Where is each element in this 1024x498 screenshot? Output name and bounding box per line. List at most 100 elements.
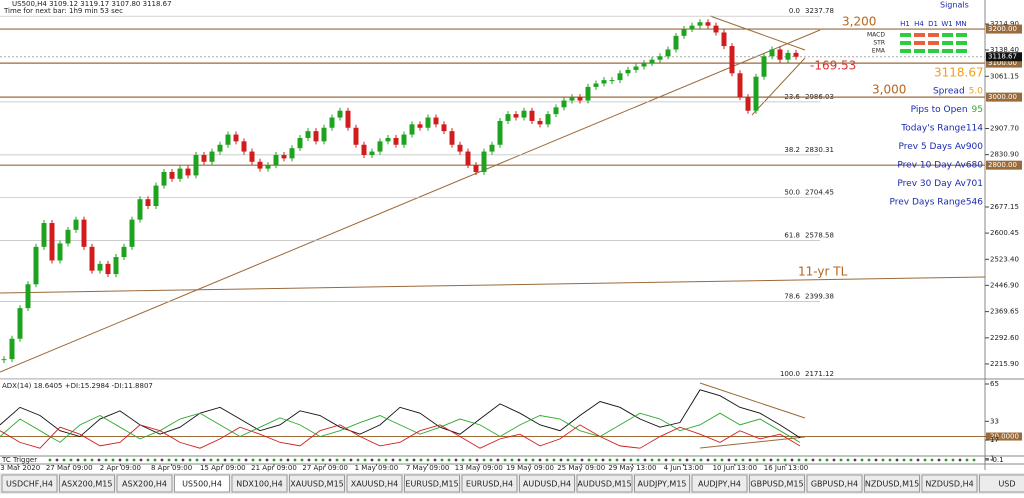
candle — [346, 111, 351, 128]
tab-label[interactable]: GBPUSD,M15 — [750, 480, 803, 489]
signal-row: MACD — [867, 32, 885, 39]
candle — [442, 124, 447, 131]
signal-cell — [942, 33, 953, 37]
y-tick-label: 3061.15 — [990, 72, 1019, 80]
tab-label[interactable]: GBPUSD,H4 — [811, 480, 858, 489]
tab-label[interactable]: XAUUSD,M15 — [290, 480, 344, 489]
trigger-dot — [588, 459, 591, 462]
trigger-dot — [490, 459, 493, 462]
y-tick-label: 2907.70 — [990, 125, 1019, 133]
candle — [634, 66, 639, 69]
trigger-dot — [700, 459, 703, 462]
candle — [250, 152, 255, 162]
fib-value: 2830.31 — [805, 146, 834, 154]
candle — [666, 49, 671, 56]
y-tick-label: -0.1 — [990, 456, 1004, 464]
trigger-dot — [777, 459, 780, 462]
annotation: 3118.67 — [934, 66, 984, 80]
trigger-dot — [518, 459, 521, 462]
signal-col: D1 — [928, 20, 938, 28]
tab-label[interactable]: USDCHF,H4 — [6, 480, 53, 489]
candle — [642, 63, 647, 66]
candle — [34, 247, 39, 284]
trigger-dot — [952, 459, 955, 462]
tab-label[interactable]: AUDUSD,M15 — [577, 480, 631, 489]
trigger-dot — [812, 459, 815, 462]
trigger-dot — [343, 459, 346, 462]
candle — [178, 169, 183, 179]
trigger-dot — [252, 459, 255, 462]
signal-cell — [928, 41, 939, 45]
trigger-dot — [798, 459, 801, 462]
signal-row: STR — [873, 40, 885, 47]
candle — [514, 114, 519, 117]
candle — [482, 152, 487, 172]
candle — [306, 131, 311, 138]
signal-cell — [956, 49, 967, 53]
trigger-dot — [224, 459, 227, 462]
trigger-dot — [98, 459, 101, 462]
candle — [698, 22, 703, 25]
trigger-dot — [322, 459, 325, 462]
trigger-dot — [336, 459, 339, 462]
stat-label: Prev Days Range — [889, 198, 966, 208]
candle — [722, 32, 727, 46]
candle — [50, 223, 55, 260]
trigger-dot — [70, 459, 73, 462]
trigger-dot — [784, 459, 787, 462]
candle — [490, 145, 495, 152]
trigger-dot — [889, 459, 892, 462]
candle — [562, 101, 567, 108]
candle — [530, 111, 535, 121]
trigger-dot — [847, 459, 850, 462]
candle — [330, 118, 335, 128]
candle — [122, 247, 127, 257]
tab-label[interactable]: NZDUSD,H4 — [925, 480, 973, 489]
candle — [498, 121, 503, 145]
candle — [242, 141, 247, 151]
trigger-dot — [301, 459, 304, 462]
fib-ratio: 78.6 — [784, 293, 800, 301]
tab-label[interactable]: AUDUSD,H4 — [523, 480, 571, 489]
tab-label[interactable]: XAUUSD,H4 — [351, 480, 399, 489]
stat-value: 546 — [966, 198, 983, 208]
candle — [690, 26, 695, 29]
trigger-dot — [420, 459, 423, 462]
candle — [314, 131, 319, 141]
candle — [154, 186, 159, 206]
candle — [2, 359, 7, 360]
y-tick-label: 2215.90 — [990, 360, 1019, 368]
tab-label[interactable]: AUDJPY,H4 — [698, 480, 741, 489]
level-label: 3200.00 — [988, 25, 1017, 33]
trigger-dot — [378, 459, 381, 462]
tab-label[interactable]: EURUSD,H4 — [466, 480, 513, 489]
trigger-dot — [945, 459, 948, 462]
tab-label[interactable]: ASX200,M15 — [62, 480, 113, 489]
trigger-dot — [959, 459, 962, 462]
candle — [618, 73, 623, 80]
candle — [466, 152, 471, 166]
trigger-dot — [644, 459, 647, 462]
trigger-dot — [602, 459, 605, 462]
trigger-dot — [238, 459, 241, 462]
trigger-dot — [679, 459, 682, 462]
tab-label[interactable]: ASX200,H4 — [122, 480, 167, 489]
trigger-dot — [434, 459, 437, 462]
stat-label: Spread — [933, 87, 965, 97]
candle — [570, 97, 575, 100]
tab-label[interactable]: US500,H4 — [182, 480, 222, 489]
tab-label[interactable]: NDX100,H4 — [236, 480, 283, 489]
trigger-dot — [882, 459, 885, 462]
candle — [658, 56, 663, 59]
signal-cell — [928, 49, 939, 53]
candle — [338, 111, 343, 118]
tab-label[interactable]: EURUSD,M15 — [405, 480, 458, 489]
tab-label[interactable]: NZDUSD,M15 — [865, 480, 919, 489]
tab-label[interactable]: USD — [998, 480, 1015, 489]
candle — [370, 152, 375, 155]
tab-label[interactable]: AUDJPY,M15 — [637, 480, 686, 489]
stat-value: 701 — [966, 179, 983, 189]
candle — [706, 22, 711, 25]
stat-label: Prev 30 Day Av — [897, 179, 966, 189]
